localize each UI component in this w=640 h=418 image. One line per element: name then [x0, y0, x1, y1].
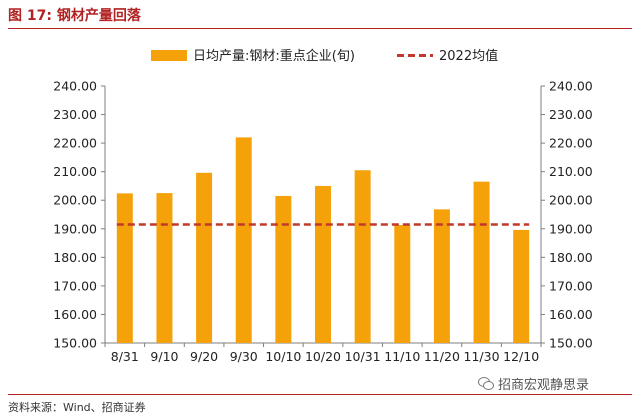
y-tick-label-left: 200.00: [53, 193, 97, 208]
bar: [394, 225, 411, 343]
bar: [235, 137, 252, 343]
x-tick-label: 8/31: [111, 349, 139, 364]
x-tick-label: 9/20: [190, 349, 218, 364]
x-tick-label: 10/10: [265, 349, 301, 364]
y-tick-label-right: 190.00: [549, 221, 593, 236]
bar: [275, 195, 292, 343]
y-tick-label-left: 180.00: [53, 250, 97, 265]
bar: [354, 170, 371, 343]
y-tick-label-left: 220.00: [53, 136, 97, 151]
y-tick-label-right: 160.00: [549, 307, 593, 322]
bottom-rule: [8, 394, 632, 395]
y-tick-label-left: 240.00: [53, 79, 97, 94]
legend-line-label: 2022均值: [439, 48, 498, 64]
bar: [513, 229, 530, 343]
x-tick-label: 11/10: [384, 349, 420, 364]
y-tick-label-right: 200.00: [549, 193, 593, 208]
y-tick-label-right: 220.00: [549, 136, 593, 151]
wechat-icon: [478, 377, 494, 390]
y-tick-label-right: 230.00: [549, 107, 593, 122]
bar: [116, 193, 133, 343]
bar: [433, 209, 450, 343]
bar: [473, 181, 490, 343]
y-tick-label-right: 240.00: [549, 79, 593, 94]
y-tick-label-left: 170.00: [53, 278, 97, 293]
x-tick-label: 10/31: [345, 349, 381, 364]
figure-title: 图 17: 钢材产量回落: [8, 8, 141, 24]
y-tick-label-left: 210.00: [53, 164, 97, 179]
plot-area: 150.00 150.00 160.00 160.00 170.00 170.00 180.…: [53, 79, 593, 365]
watermark: 招商宏观静思录: [478, 374, 589, 393]
watermark-text: 招商宏观静思录: [498, 378, 590, 393]
y-tick-label-left: 230.00: [53, 107, 97, 122]
x-tick-label: 12/10: [503, 349, 539, 364]
legend-bar-label: 日均产量:钢材:重点企业(旬): [193, 48, 355, 64]
legend: 日均产量:钢材:重点企业(旬) 2022均值: [151, 48, 498, 64]
y-tick-label-right: 150.00: [549, 336, 593, 351]
bar: [315, 185, 331, 343]
source-note: 资料来源：Wind、招商证券: [8, 401, 146, 414]
title-rule: [8, 28, 632, 29]
y-tick-label-right: 180.00: [549, 250, 593, 265]
legend-bar-swatch: [151, 50, 187, 61]
x-tick-label: 9/30: [230, 349, 258, 364]
x-tick-label: 11/30: [464, 349, 500, 364]
x-tick-label: 11/20: [424, 349, 460, 364]
x-tick-label: 9/10: [150, 349, 178, 364]
y-tick-label-right: 170.00: [549, 278, 593, 293]
y-tick-label-left: 150.00: [53, 336, 97, 351]
y-tick-label-left: 160.00: [53, 307, 97, 322]
bar: [196, 172, 213, 343]
bar: [156, 193, 173, 343]
y-tick-label-right: 210.00: [549, 164, 593, 179]
y-tick-label-left: 190.00: [53, 221, 97, 236]
x-tick-label: 10/20: [305, 349, 341, 364]
